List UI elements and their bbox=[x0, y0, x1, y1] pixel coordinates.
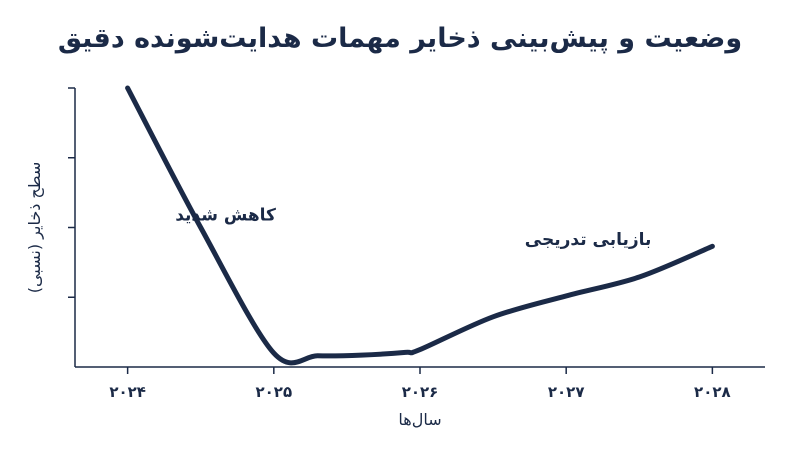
x-tick-label: ۲۰۲۷ bbox=[548, 383, 585, 401]
chart-title: وضعیت و پیش‌بینی ذخایر مهمات هدایت‌شونده… bbox=[58, 23, 742, 54]
labels: ۲۰۲۴ ۲۰۲۵ ۲۰۲۶ ۲۰۲۷ ۲۰۲۸ سال‌ها سطح ذخایر (نسب… bbox=[25, 162, 731, 429]
axes bbox=[68, 87, 765, 374]
annotation-label: کاهش شدید bbox=[175, 206, 276, 226]
series-line bbox=[125, 85, 715, 366]
series-layer bbox=[125, 85, 715, 366]
x-tick-label: ۲۰۲۵ bbox=[256, 383, 293, 401]
x-tick-label: ۲۰۲۸ bbox=[694, 383, 731, 401]
x-tick-label: ۲۰۲۶ bbox=[402, 383, 439, 401]
annotation-label: بازیابی تدریجی bbox=[525, 230, 652, 250]
x-axis-title: سال‌ها bbox=[398, 410, 441, 429]
y-axis-title: سطح ذخایر (نسبی) bbox=[25, 162, 45, 294]
x-tick-label: ۲۰۲۴ bbox=[109, 383, 146, 401]
